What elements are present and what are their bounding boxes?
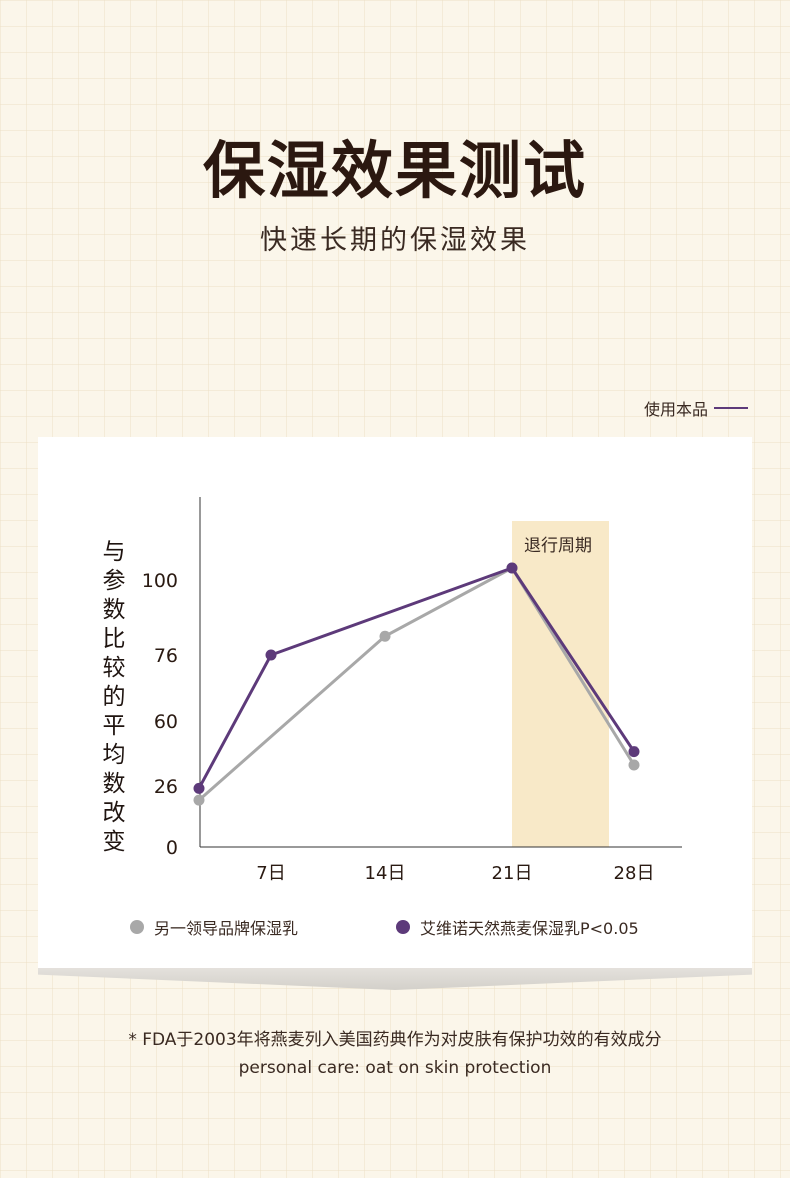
top-legend-label: 使用本品 [643,400,708,419]
x-tick-label: 21日 [492,863,533,884]
legend-item-gray: 另一领导品牌保湿乳 [130,915,298,939]
data-point-gray [379,630,391,642]
retreat-period-band [512,521,609,847]
top-legend-line [714,407,748,409]
legend-label-purple: 艾维诺天然燕麦保湿乳P<0.05 [420,919,639,938]
footnote: * FDA于2003年将燕麦列入美国药典作为对皮肤有保护功效的有效成分 pers… [0,1026,790,1082]
y-axis-label: 与 参 数 比 较 的 平 均 数 改 变 [100,538,128,857]
data-point-gray [628,759,640,771]
footnote-line-1: * FDA于2003年将燕麦列入美国药典作为对皮肤有保护功效的有效成分 [128,1030,662,1050]
y-label-char: 数 [102,597,126,623]
y-label-char: 的 [102,684,126,710]
y-label-char: 变 [102,829,126,855]
legend-label-gray: 另一领导品牌保湿乳 [154,919,299,938]
footnote-line-2: personal care: oat on skin protection [238,1058,552,1078]
y-label-char: 较 [102,655,126,681]
data-point-purple [265,649,277,661]
page-subtitle: 快速长期的保湿效果 [260,225,530,256]
series-purple [193,562,640,794]
data-point-purple [506,562,518,574]
legend-dot-purple [396,920,410,934]
x-tick-label: 7日 [256,863,285,884]
y-tick-label: 60 [154,711,178,733]
y-label-char: 改 [102,800,126,826]
y-label-char: 均 [102,742,126,768]
series-line-purple [197,566,636,790]
x-tick-label: 28日 [614,863,655,884]
y-label-char: 比 [102,626,126,652]
y-ticks: 0 26 60 76 100 [142,570,178,859]
chart-card [38,437,752,971]
y-tick-label: 26 [154,776,178,798]
data-point-gray [193,794,205,806]
y-label-char: 参 [102,568,126,594]
y-label-char: 平 [102,713,126,739]
series-line-gray [198,566,636,802]
legend-dot-gray [130,920,144,934]
data-point-purple [628,746,640,758]
legend-item-purple: 艾维诺天然燕麦保湿乳P<0.05 [396,915,639,939]
y-tick-label: 0 [166,837,178,859]
x-ticks: 7日 14日 21日 28日 [256,863,654,884]
y-label-char: 数 [102,771,126,797]
y-label-char: 与 [102,539,126,565]
retreat-period-label: 退行周期 [524,536,592,556]
page-title: 保湿效果测试 [202,134,587,207]
data-point-purple [193,782,205,794]
x-tick-label: 14日 [365,863,406,884]
y-tick-label: 76 [154,645,178,667]
y-tick-label: 100 [142,570,178,592]
top-legend: 使用本品 [644,396,748,420]
